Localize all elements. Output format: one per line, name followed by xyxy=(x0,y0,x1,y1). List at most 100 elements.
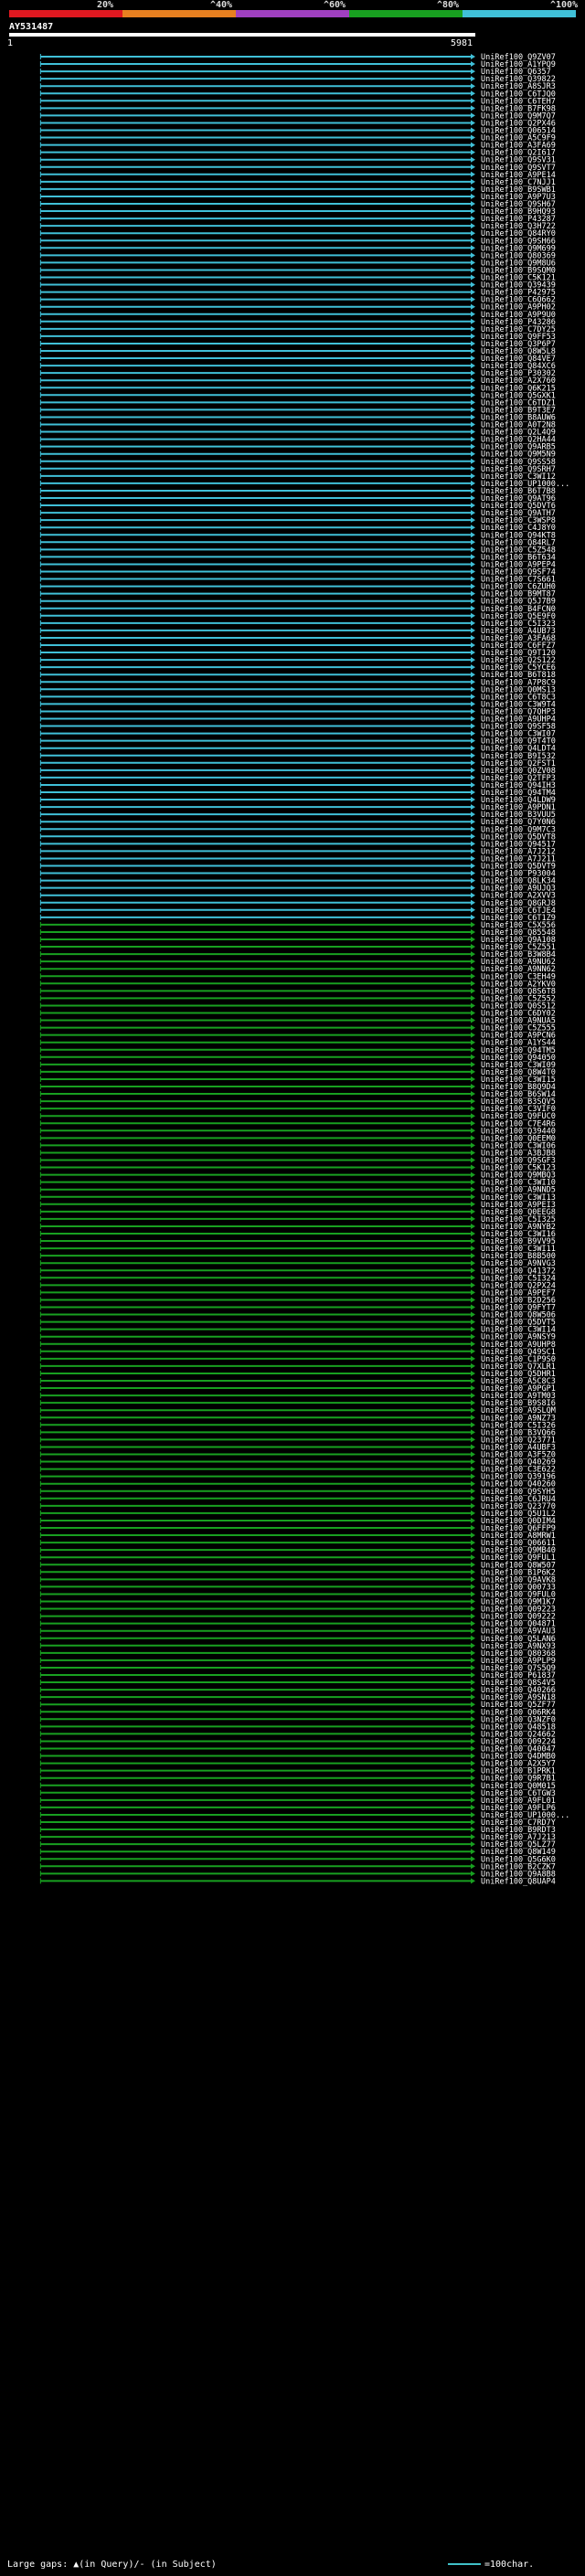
hit-bar-arrow xyxy=(471,532,475,538)
hit-bar-arrow xyxy=(471,1753,475,1759)
query-end-tick: 5981 xyxy=(451,38,473,48)
hit-label: UniRef100_Q5DVT8 xyxy=(481,832,556,842)
hit-bar-arrow xyxy=(471,1017,475,1023)
hit-label: UniRef100_Q5J7B9 xyxy=(481,598,556,607)
hit-bar-arrow xyxy=(471,1415,475,1421)
hit-bar-arrow xyxy=(471,1584,475,1590)
hit-label: UniRef100_B9S8I6 xyxy=(481,1399,556,1408)
score-scale-label: 20% xyxy=(97,0,114,10)
hit-bar-arrow xyxy=(471,1091,475,1097)
hit-bar-arrow xyxy=(471,1856,475,1862)
hit-label: UniRef100_Q9FYT7 xyxy=(481,1304,556,1313)
hit-bar-arrow xyxy=(471,1282,475,1288)
hit-bar-arrow xyxy=(471,745,475,751)
hit-bar-arrow xyxy=(471,83,475,90)
hit-bar-arrow xyxy=(471,472,475,479)
hit-bar-arrow xyxy=(471,863,475,869)
hit-bar-arrow xyxy=(471,392,475,398)
hit-label: UniRef100_Q06611 xyxy=(481,1539,556,1548)
query-start-tick: 1 xyxy=(7,38,14,48)
hit-bar-arrow xyxy=(471,1878,475,1884)
hit-label: UniRef100_A9SN18 xyxy=(481,1693,556,1702)
hit-bar-arrow xyxy=(471,1407,475,1414)
hit-bar-arrow xyxy=(471,311,475,317)
hit-label: UniRef100_Q2I617 xyxy=(481,149,556,158)
hit-label: UniRef100_C3WI14 xyxy=(481,1326,556,1335)
hit-label: UniRef100_C6T8C3 xyxy=(481,693,556,702)
hit-bar-arrow xyxy=(471,686,475,693)
hit-label: UniRef100_Q48518 xyxy=(481,1723,556,1732)
score-scale-segment xyxy=(463,10,576,17)
hit-bar-arrow xyxy=(471,340,475,346)
hit-bar-arrow xyxy=(471,480,475,486)
hit-bar-arrow xyxy=(471,568,475,575)
hit-bar-arrow xyxy=(471,1215,475,1222)
hit-bar-arrow xyxy=(471,407,475,413)
hit-label: UniRef100_Q39439 xyxy=(481,281,556,291)
hit-bar-arrow xyxy=(471,959,475,965)
hit-label: UniRef100_Q7QHP3 xyxy=(481,707,556,716)
hit-bar-arrow xyxy=(471,1400,475,1406)
scale-legend-label: =100char. xyxy=(484,2560,535,2570)
hit-label: UniRef100_Q9FUC0 xyxy=(481,1112,556,1121)
hit-bar-arrow xyxy=(471,870,475,876)
hit-bar-arrow xyxy=(471,583,475,589)
hit-label: UniRef100_Q40269 xyxy=(481,1458,556,1468)
hit-label: UniRef100_C5Z552 xyxy=(481,994,556,1003)
hit-bar-arrow xyxy=(471,841,475,847)
hit-bar-arrow xyxy=(471,1326,475,1332)
hit-bar-arrow xyxy=(471,1480,475,1487)
score-scale-label: ^40% xyxy=(210,0,233,10)
hit-label: UniRef100_B3W8B4 xyxy=(481,950,556,959)
hit-bar-arrow xyxy=(471,1164,475,1171)
hit-label: UniRef100_C6TJQ0 xyxy=(481,90,556,99)
score-scale-segment xyxy=(349,10,463,17)
hit-bar-arrow xyxy=(471,1208,475,1214)
hit-bar-arrow xyxy=(471,127,475,133)
hit-bar-arrow xyxy=(471,1201,475,1207)
hit-label: UniRef100_C3WI16 xyxy=(481,1230,556,1239)
hit-label: UniRef100_C3WI09 xyxy=(481,1061,556,1070)
score-scale-segment xyxy=(236,10,349,17)
hit-bar-arrow xyxy=(471,318,475,324)
hit-bar-arrow xyxy=(471,1627,475,1634)
hit-label: UniRef100_Q5GXK1 xyxy=(481,391,556,400)
hit-bar-arrow xyxy=(471,451,475,457)
hit-bar-arrow xyxy=(471,1694,475,1701)
hit-label: UniRef100_Q8LK34 xyxy=(481,877,556,886)
hit-label: UniRef100_Q0EEG8 xyxy=(481,1208,556,1217)
hit-label: UniRef100_Q04871 xyxy=(481,1620,556,1629)
hit-label: UniRef100_Q7Y0N6 xyxy=(481,818,556,827)
hit-label: UniRef100_A4UB73 xyxy=(481,627,556,636)
hit-label: UniRef100_A9PCN6 xyxy=(481,1032,556,1041)
hit-label: UniRef100_C6TEH7 xyxy=(481,97,556,106)
hit-label: UniRef100_A7J211 xyxy=(481,854,556,864)
hit-bar-arrow xyxy=(471,1871,475,1877)
hit-bar-arrow xyxy=(471,627,475,633)
hit-bar-arrow xyxy=(471,664,475,671)
hit-bar-arrow xyxy=(471,797,475,803)
hit-bar-arrow xyxy=(471,679,475,685)
hit-bar-arrow xyxy=(471,1649,475,1656)
hit-bar-arrow xyxy=(471,1458,475,1465)
hit-label: UniRef100_Q09224 xyxy=(481,1737,556,1746)
hit-bar-arrow xyxy=(471,1311,475,1318)
hit-label: UniRef100_B2CZK7 xyxy=(481,1862,556,1871)
hit-bar-arrow xyxy=(471,944,475,950)
hit-bar-arrow xyxy=(471,928,475,935)
hit-bar-arrow xyxy=(471,634,475,641)
hit-bar-arrow xyxy=(471,156,475,163)
hit-label: UniRef100_B8B500 xyxy=(481,1252,556,1261)
hit-bar-arrow xyxy=(471,1451,475,1458)
hit-bar-arrow xyxy=(471,1680,475,1686)
hit-label: UniRef100_Q9SYH5 xyxy=(481,1488,556,1497)
hit-bar-arrow xyxy=(471,973,475,980)
hit-label: UniRef100_Q5LZ77 xyxy=(481,1840,556,1850)
hit-bar-arrow xyxy=(471,701,475,707)
score-color-scale: 20% ^40% ^60% ^80% ^100% xyxy=(9,0,578,17)
hit-label: UniRef100_Q94517 xyxy=(481,840,556,849)
hit-bar-arrow xyxy=(471,1253,475,1259)
hit-bar-arrow xyxy=(471,612,475,619)
hit-label: UniRef100_A9FL01 xyxy=(481,1797,556,1806)
hit-bar-arrow xyxy=(471,995,475,1002)
